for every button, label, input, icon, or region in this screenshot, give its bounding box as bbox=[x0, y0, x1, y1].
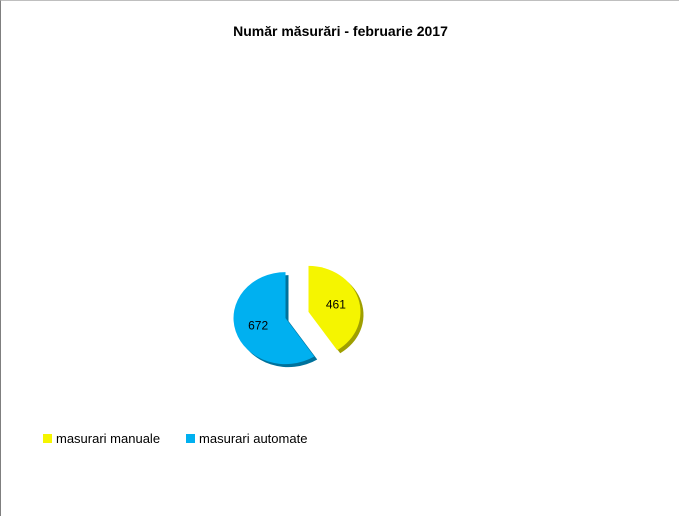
legend-item-manual: masurari manuale bbox=[43, 431, 160, 446]
data-label-manual: 461 bbox=[326, 298, 346, 312]
legend-swatch-automatic bbox=[186, 434, 196, 443]
legend-label-manual: masurari manuale bbox=[56, 431, 161, 446]
data-label-automatic: 672 bbox=[248, 318, 268, 332]
chart-title: Număr măsurări - februarie 2017 bbox=[233, 23, 448, 39]
legend-swatch-manual bbox=[43, 434, 52, 443]
legend-label-automatic: masurari automate bbox=[199, 431, 308, 446]
pie-slice-automatic bbox=[233, 272, 315, 365]
pie-slice-manual bbox=[308, 265, 361, 351]
legend-item-automatic: masurari automate bbox=[186, 431, 307, 446]
chart-legend: masurari manuale masurari automate bbox=[43, 431, 333, 446]
